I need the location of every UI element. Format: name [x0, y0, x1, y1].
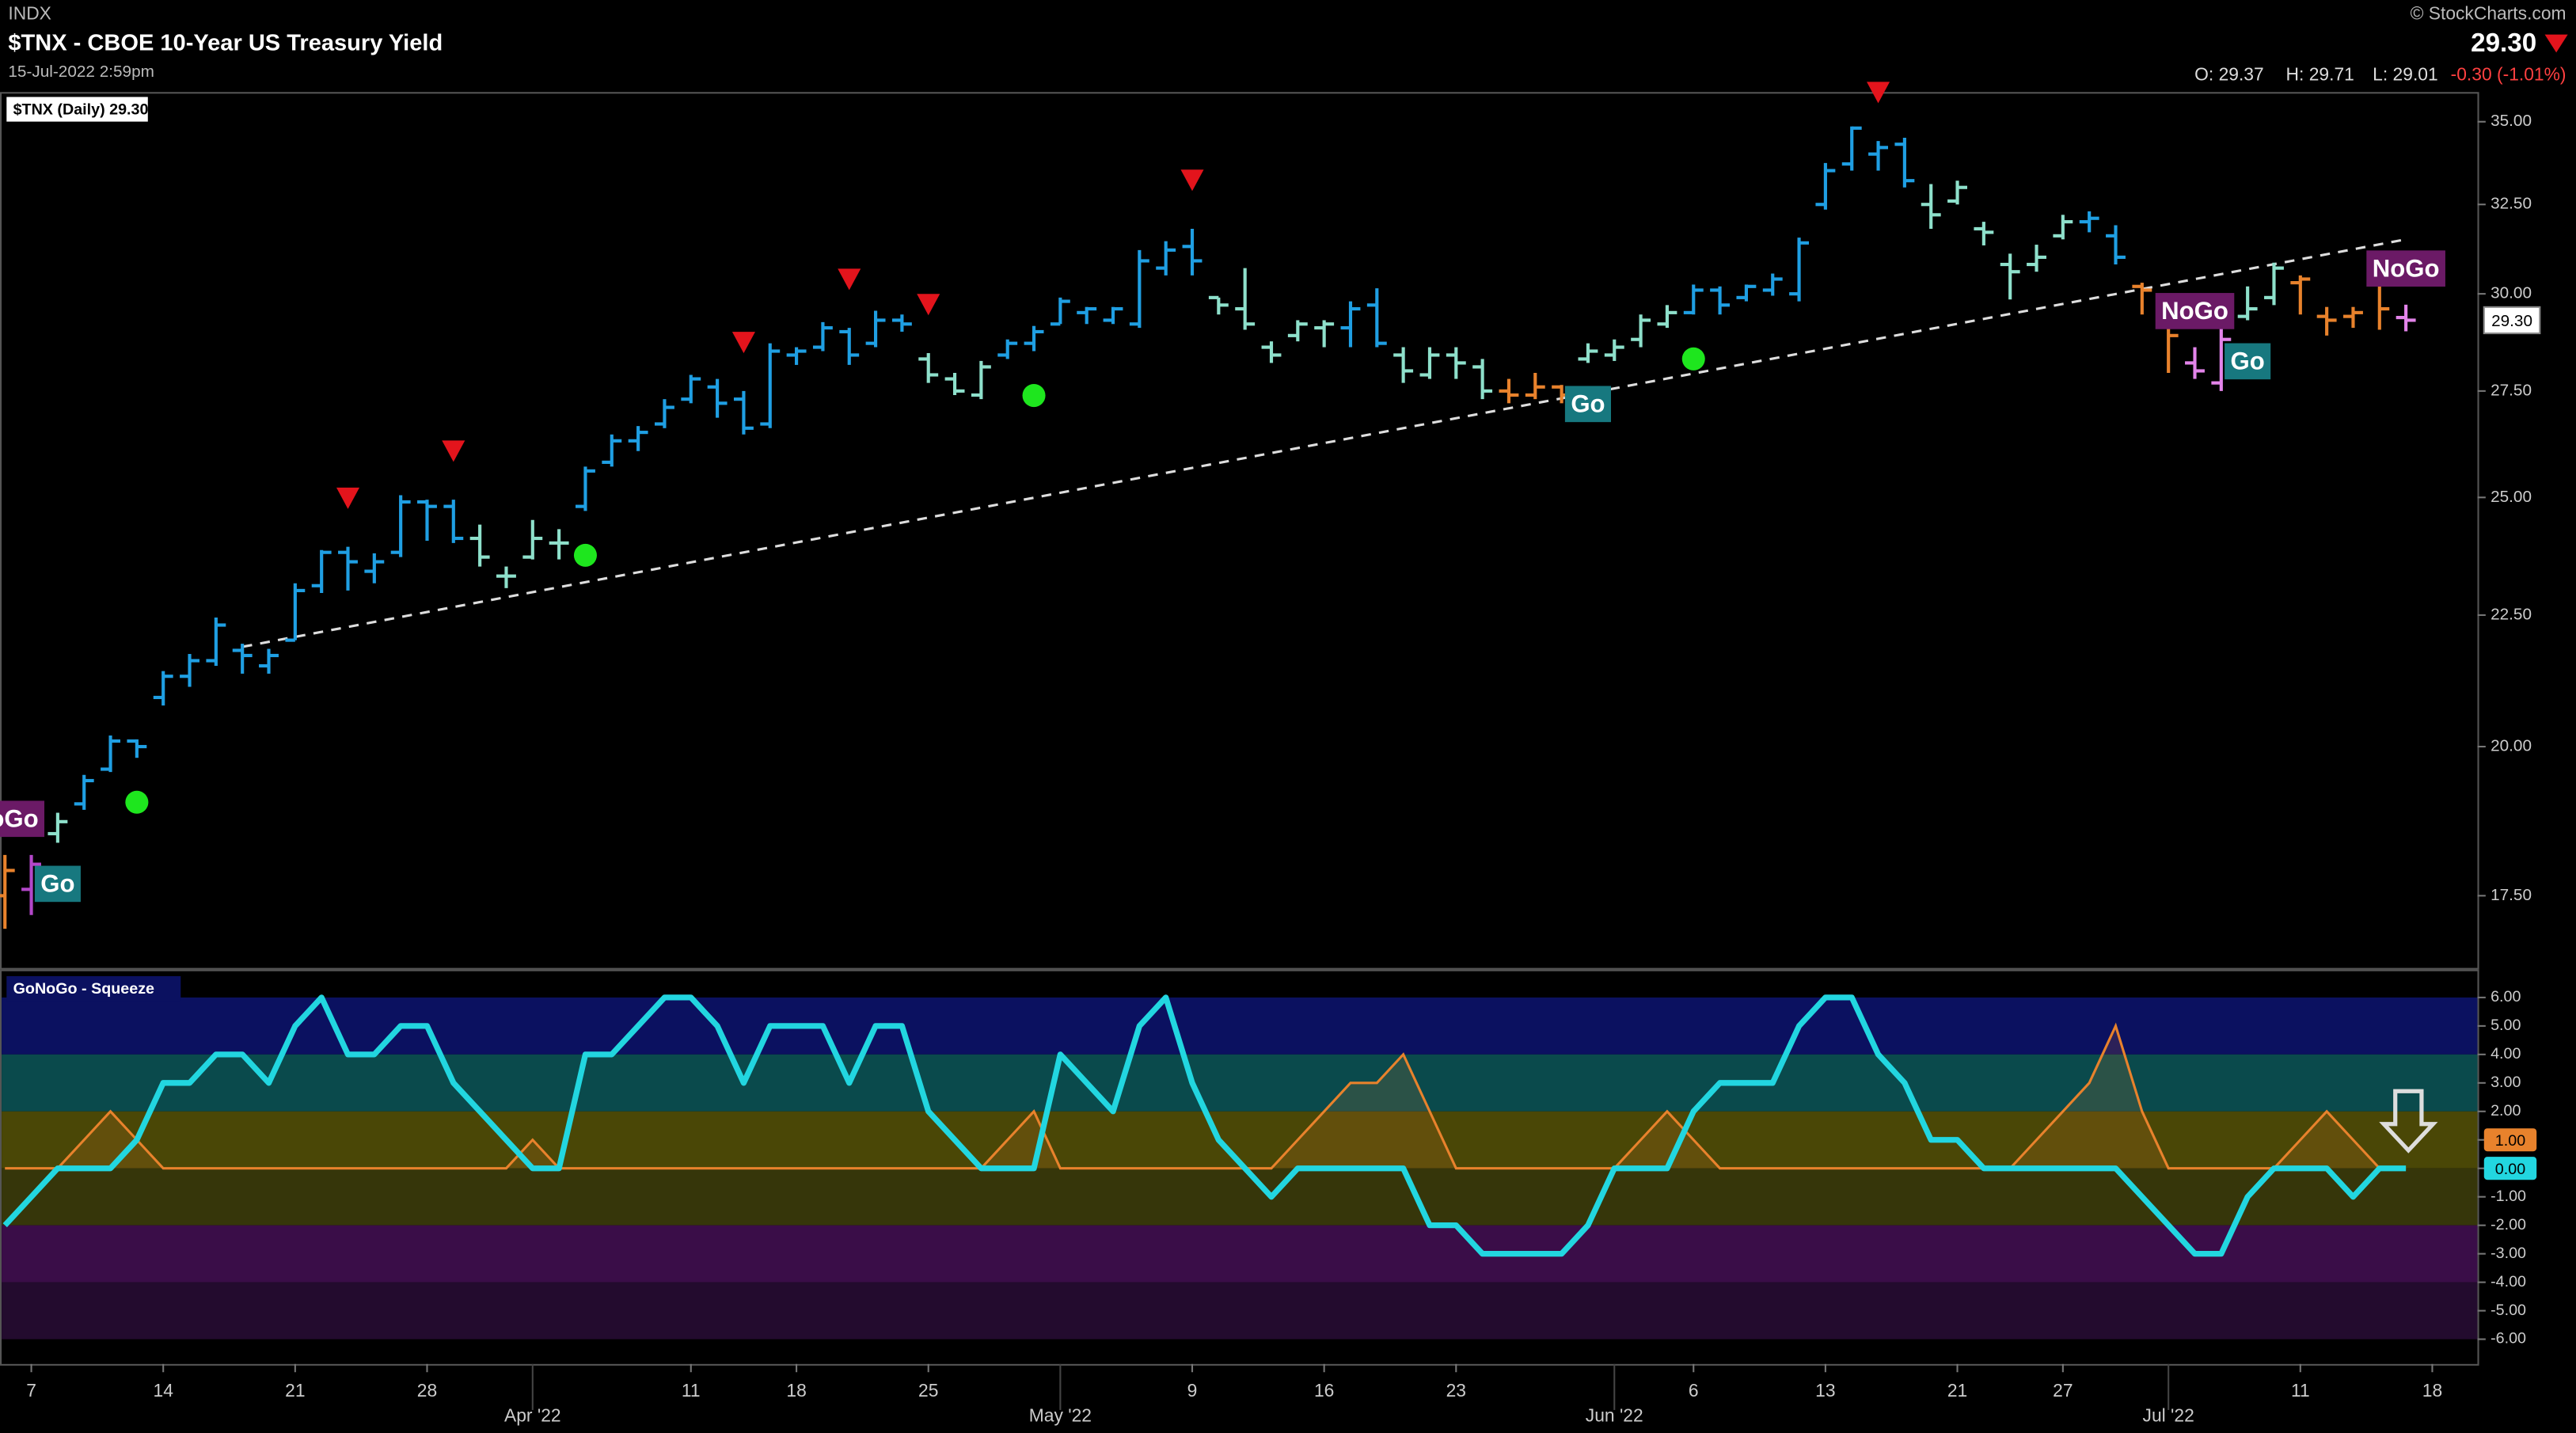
trendline: [241, 238, 2407, 648]
y-tick-label: 17.50: [2491, 886, 2532, 904]
annotation: NoGo: [2161, 297, 2228, 325]
buy-signal: [1681, 347, 1705, 371]
x-tick-label: 9: [1187, 1380, 1198, 1401]
x-tick-label: 28: [417, 1380, 437, 1401]
y-tick-label: 25.00: [2491, 488, 2532, 506]
osc-tag: [2483, 1157, 2537, 1180]
annotation-box: [2155, 293, 2235, 329]
osc-band: [2, 1168, 2478, 1226]
sell-signal: [1867, 82, 1890, 104]
annotation: Go: [2231, 348, 2265, 375]
sell-signal: [731, 332, 755, 354]
y-tick-label: 5.00: [2491, 1017, 2521, 1034]
y-tick-label: 30.00: [2491, 284, 2532, 302]
sell-signal: [442, 440, 465, 462]
osc-title-box: [6, 975, 181, 1002]
y-tick-label: -5.00: [2491, 1302, 2526, 1319]
annotation-box: [0, 800, 45, 838]
y-tick-label: 22.50: [2491, 605, 2532, 623]
open-value: O: 29.37: [2194, 64, 2264, 85]
x-tick-label: Jul '22: [2143, 1404, 2194, 1425]
y-tick-label: -3.00: [2491, 1245, 2526, 1262]
high-value: H: 29.71: [2286, 64, 2354, 85]
x-tick-label: 23: [1446, 1380, 1466, 1401]
x-tick-label: Apr '22: [504, 1404, 561, 1425]
x-tick-label: 18: [786, 1380, 806, 1401]
osc-band: [2, 1282, 2478, 1340]
down-arrow: [2544, 34, 2568, 53]
x-tick-label: May '22: [1029, 1404, 1092, 1425]
y-tick-label: -1.00: [2491, 1188, 2526, 1205]
exchange: INDX: [8, 3, 51, 24]
buy-signal: [573, 543, 597, 567]
osc-tag-label: 0.00: [2495, 1161, 2525, 1178]
legend-box: [6, 97, 148, 122]
price-tag: [2483, 306, 2541, 335]
osc-tag-label: 1.00: [2495, 1132, 2525, 1150]
annotation: NoGo: [0, 805, 39, 833]
last-price: 29.30: [2471, 29, 2536, 58]
annotation-box: [2225, 343, 2271, 380]
x-tick-label: 11: [682, 1380, 701, 1401]
x-tick-label: 18: [2422, 1380, 2442, 1401]
x-tick-label: 21: [285, 1380, 305, 1401]
y-tick-label: -6.00: [2491, 1330, 2526, 1347]
y-tick-label: -4.00: [2491, 1273, 2526, 1290]
annotation-box: [2366, 250, 2445, 287]
annotation: NoGo: [2373, 254, 2440, 282]
y-tick-label: 2.00: [2491, 1102, 2521, 1119]
timestamp: 15-Jul-2022 2:59pm: [8, 63, 154, 81]
osc-band: [2, 1225, 2478, 1283]
arrow-annotation: [2379, 1089, 2438, 1154]
x-tick-label: 25: [918, 1380, 938, 1401]
y-tick-label: 20.00: [2491, 737, 2532, 755]
price-panel: [0, 92, 2479, 970]
price-tag-label: 29.30: [2491, 312, 2532, 330]
y-tick-label: 3.00: [2491, 1074, 2521, 1091]
chart-title: $TNX - CBOE 10-Year US Treasury Yield: [8, 31, 443, 56]
y-tick-label: 32.50: [2491, 195, 2532, 213]
x-tick-label: 27: [2053, 1380, 2073, 1401]
sell-signal: [838, 268, 861, 291]
x-tick-label: 14: [153, 1380, 173, 1401]
change-value: -0.30 (-1.01%): [2451, 64, 2567, 85]
legend: $TNX (Daily) 29.30: [13, 101, 149, 118]
annotation-box: [34, 865, 81, 903]
buy-signal: [1022, 384, 1046, 408]
x-tick-label: 13: [1815, 1380, 1835, 1401]
y-tick-label: 4.00: [2491, 1045, 2521, 1062]
annotation: Go: [1571, 390, 1605, 418]
sell-signal: [917, 294, 940, 316]
y-tick-label: 6.00: [2491, 988, 2521, 1005]
x-tick-label: 21: [1947, 1380, 1967, 1401]
osc-title: GoNoGo - Squeeze: [13, 980, 154, 998]
x-tick-label: 6: [1689, 1380, 1699, 1401]
sell-signal: [1180, 169, 1204, 192]
x-tick-label: 7: [26, 1380, 36, 1401]
y-tick-label: 27.50: [2491, 381, 2532, 399]
osc-band: [2, 1054, 2478, 1112]
buy-signal: [125, 790, 149, 814]
x-tick-label: 16: [1314, 1380, 1334, 1401]
x-tick-label: Jun '22: [1586, 1404, 1643, 1425]
y-tick-label: -2.00: [2491, 1216, 2526, 1233]
osc-tag: [2483, 1128, 2537, 1152]
oscillator-line: [2, 994, 2407, 1257]
annotation: Go: [40, 870, 74, 898]
y-tick-label: 35.00: [2491, 112, 2532, 130]
x-tick-label: 11: [2291, 1380, 2310, 1401]
copyright: © StockCharts.com: [2411, 3, 2567, 24]
annotation-box: [1564, 386, 1611, 423]
sell-signal: [336, 487, 360, 509]
low-value: L: 29.01: [2373, 64, 2438, 85]
